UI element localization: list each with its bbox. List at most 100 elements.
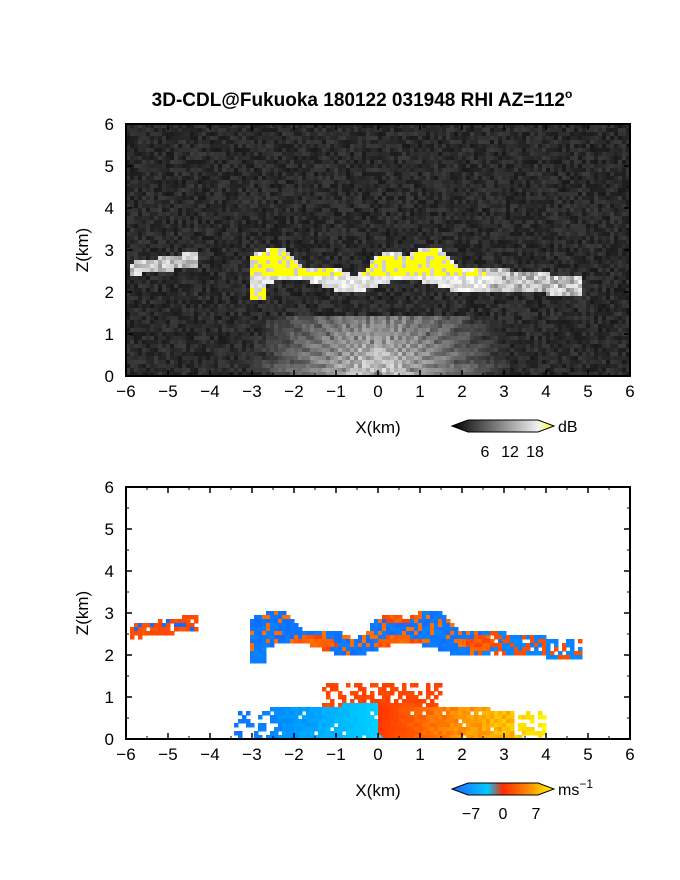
backscatter-cell	[394, 180, 399, 185]
backscatter-cell	[362, 128, 367, 133]
backscatter-cell	[554, 188, 559, 193]
backscatter-cell	[174, 252, 179, 257]
backscatter-cell	[514, 172, 519, 177]
backscatter-cell	[206, 184, 211, 189]
backscatter-cell	[406, 264, 411, 269]
backscatter-cell	[158, 184, 163, 189]
backscatter-cell	[514, 276, 519, 281]
backscatter-cell	[614, 168, 619, 173]
backscatter-cell	[162, 164, 167, 169]
backscatter-cell	[310, 216, 315, 221]
backscatter-cell	[282, 252, 287, 257]
backscatter-cell	[142, 212, 147, 217]
backscatter-cell	[570, 176, 575, 181]
backscatter-cell	[238, 216, 243, 221]
backscatter-cell	[330, 208, 335, 213]
backscatter-cell	[350, 192, 355, 197]
backscatter-cell	[498, 228, 503, 233]
backscatter-cell	[602, 264, 607, 269]
backscatter-cell	[578, 232, 583, 237]
backscatter-cell	[166, 144, 171, 149]
backscatter-cell	[154, 264, 159, 269]
backscatter-cell	[598, 184, 603, 189]
backscatter-cell	[394, 208, 399, 213]
backscatter-cell	[434, 184, 439, 189]
backscatter-cell	[614, 204, 619, 209]
backscatter-cell	[414, 244, 419, 249]
backscatter-cell	[302, 224, 307, 229]
backscatter-cell	[298, 196, 303, 201]
backscatter-cell	[374, 136, 379, 141]
backscatter-cell	[310, 264, 315, 269]
backscatter-cell	[602, 168, 607, 173]
backscatter-cell	[486, 160, 491, 165]
backscatter-cell	[490, 176, 495, 181]
backscatter-cell	[150, 208, 155, 213]
backscatter-cell	[226, 168, 231, 173]
backscatter-cell	[182, 208, 187, 213]
backscatter-cell	[230, 244, 235, 249]
backscatter-cell	[198, 224, 203, 229]
backscatter-cell	[566, 188, 571, 193]
backscatter-cell	[382, 152, 387, 157]
backscatter-cell	[446, 124, 451, 129]
backscatter-cell	[338, 216, 343, 221]
backscatter-cell	[170, 220, 175, 225]
backscatter-cell	[270, 256, 275, 261]
backscatter-cell	[342, 220, 347, 225]
backscatter-cell	[238, 224, 243, 229]
backscatter-cell	[378, 140, 383, 145]
backscatter-cell	[498, 192, 503, 197]
backscatter-cell	[146, 224, 151, 229]
backscatter-cell	[510, 216, 515, 221]
backscatter-cell	[310, 184, 315, 189]
backscatter-cell	[606, 124, 611, 129]
backscatter-cell	[534, 256, 539, 261]
backscatter-cell	[462, 164, 467, 169]
backscatter-cell	[330, 164, 335, 169]
backscatter-cell	[146, 264, 151, 269]
backscatter-cell	[330, 144, 335, 149]
backscatter-cell	[318, 208, 323, 213]
backscatter-cell	[586, 228, 591, 233]
backscatter-cell	[626, 184, 630, 189]
backscatter-cell	[330, 280, 335, 285]
backscatter-cell	[626, 176, 630, 181]
backscatter-cell	[370, 216, 375, 221]
backscatter-cell	[462, 132, 467, 137]
backscatter-cell	[178, 260, 183, 265]
backscatter-cell	[130, 220, 135, 225]
backscatter-cell	[178, 280, 183, 285]
backscatter-cell	[574, 216, 579, 221]
backscatter-cell	[446, 224, 451, 229]
backscatter-cell	[358, 204, 363, 209]
backscatter-cell	[462, 172, 467, 177]
backscatter-cell	[538, 144, 543, 149]
backscatter-cell	[474, 180, 479, 185]
backscatter-cell	[390, 156, 395, 161]
backscatter-cell	[522, 220, 527, 225]
backscatter-cell	[210, 172, 215, 177]
backscatter-cell	[410, 232, 415, 237]
backscatter-cell	[382, 172, 387, 177]
backscatter-cell	[386, 136, 391, 141]
backscatter-cell	[414, 224, 419, 229]
backscatter-cell	[374, 248, 379, 253]
backscatter-cell	[522, 256, 527, 261]
backscatter-cell	[626, 200, 630, 205]
backscatter-cell	[366, 188, 371, 193]
backscatter-cell	[590, 240, 595, 245]
backscatter-cell	[154, 132, 159, 137]
backscatter-cell	[242, 256, 247, 261]
backscatter-cell	[618, 160, 623, 165]
backscatter-cell	[610, 244, 615, 249]
backscatter-cell	[498, 188, 503, 193]
backscatter-cell	[494, 264, 499, 269]
backscatter-cell	[138, 152, 143, 157]
backscatter-cell	[222, 232, 227, 237]
backscatter-cell	[310, 192, 315, 197]
backscatter-cell	[430, 136, 435, 141]
backscatter-cell	[258, 248, 263, 253]
backscatter-cell	[142, 208, 147, 213]
backscatter-cell	[270, 124, 275, 129]
